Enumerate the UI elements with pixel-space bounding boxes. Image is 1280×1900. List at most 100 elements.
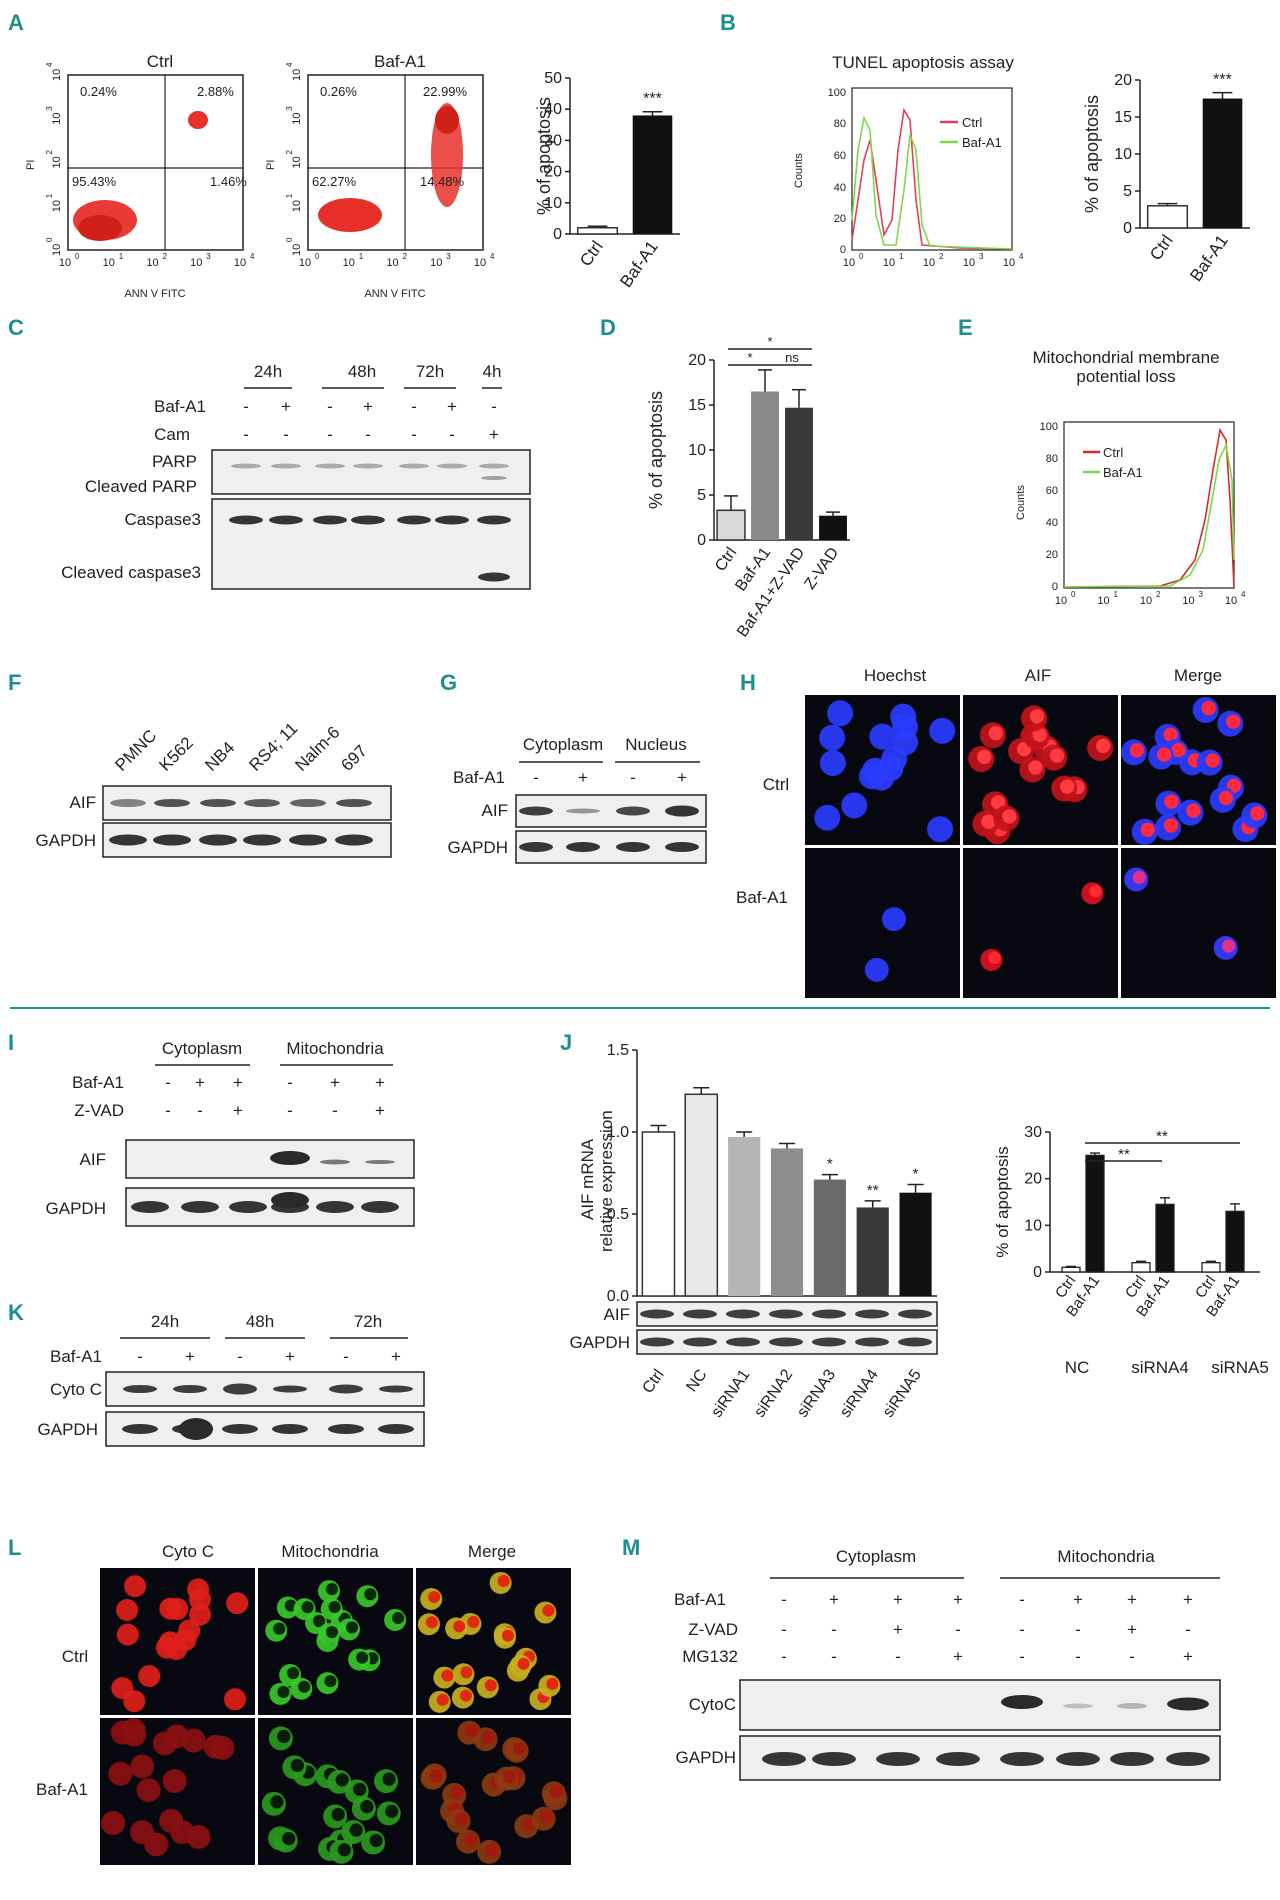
band: [353, 463, 383, 469]
flow-plot-ctrl: Ctrl 0.24% 2.88% 95.43% 1.46% ANN V FITC…: [25, 52, 247, 300]
band: [437, 463, 467, 469]
time-label: 72h: [354, 1312, 382, 1331]
band: [769, 1309, 803, 1319]
band: [231, 463, 261, 469]
bands: [109, 799, 373, 846]
quadrant-ll: 62.27%: [312, 174, 357, 189]
band: [222, 1424, 258, 1434]
sign: +: [677, 768, 687, 787]
band: [328, 1424, 364, 1434]
group-label: siRNA5: [1211, 1358, 1269, 1377]
flow-log-ticks: 1001001011011021021031031041041001001011…: [45, 62, 495, 269]
band: [153, 834, 191, 846]
x-log-exp: 2: [1156, 590, 1161, 599]
band: [1000, 1752, 1044, 1766]
hist-ylabel: Counts: [793, 153, 805, 188]
image-tiles: [100, 1568, 571, 1865]
cell: [101, 1811, 126, 1836]
row-label-mg132: MG132: [682, 1647, 738, 1666]
time-label: 24h: [151, 1312, 179, 1331]
y-log-tick: 10: [291, 69, 303, 81]
bar: [641, 1131, 676, 1297]
band: [173, 1385, 207, 1393]
x-log-tick: 10: [386, 257, 398, 269]
ytick: 100: [828, 87, 846, 99]
y-log-exp: 4: [285, 62, 294, 67]
sign-grid: - + - + - + - - - - - - - +: [243, 397, 499, 444]
sign: -: [895, 1647, 901, 1666]
x-log-tick: 10: [843, 257, 855, 269]
cell-core: [502, 1770, 517, 1784]
hist-line-ctrl: [1063, 427, 1235, 588]
cell-core: [429, 1769, 443, 1783]
sign: +: [1183, 1590, 1193, 1609]
blot-label: PARP: [152, 452, 197, 471]
ytick: 60: [1046, 485, 1058, 497]
blot-label: AIF: [70, 793, 96, 812]
sign: -: [781, 1590, 787, 1609]
flow-ylabel: PI: [265, 160, 277, 170]
bar: [785, 407, 813, 540]
cell: [152, 1731, 177, 1756]
blot-g: Cytoplasm Nucleus Baf-A1 - + - + AIF GAPDH: [448, 735, 707, 864]
band: [378, 1424, 414, 1434]
blot-label: GAPDH: [448, 838, 508, 857]
band: [109, 834, 147, 846]
blot-m: Cytoplasm Mitochondria Baf-A1 Z-VAD MG13…: [674, 1547, 1221, 1781]
cell-population: [318, 198, 382, 232]
x-log-exp: 0: [315, 252, 320, 261]
y-axis-label: % of apoptosis: [993, 1146, 1012, 1258]
bar: [1202, 98, 1243, 228]
j-extras: AIF mRNA relative expression AIF GAPDH N…: [570, 1110, 1269, 1377]
band: [566, 842, 600, 852]
row-label-bafa1: Baf-A1: [453, 768, 505, 787]
sign: -: [332, 1101, 338, 1120]
category-label: Z-VAD: [802, 545, 843, 593]
y-tick-label: 20: [1024, 1171, 1042, 1188]
cell-core: [988, 726, 1003, 741]
flow-title: Ctrl: [147, 52, 173, 71]
cell-core: [1060, 779, 1075, 794]
cell-core: [450, 1786, 464, 1800]
sign: +: [1127, 1590, 1137, 1609]
y-log-exp: 0: [285, 237, 294, 242]
cell-core: [325, 1583, 339, 1596]
cell-core: [337, 1843, 352, 1857]
cell-core: [546, 1677, 559, 1690]
bands: [640, 1309, 932, 1347]
y-tick-label: 0: [1033, 1264, 1042, 1281]
hist-ylabel: Counts: [1015, 485, 1027, 520]
band: [1166, 1752, 1210, 1766]
y-tick-label: 20: [1114, 72, 1132, 89]
cell: [144, 1832, 169, 1857]
cell-line-label: NB4: [201, 738, 238, 775]
cell-core: [441, 1669, 454, 1682]
sign: +: [953, 1590, 963, 1609]
cell-line-label: K562: [155, 733, 197, 775]
band: [640, 1309, 674, 1319]
hist-frame: [851, 87, 1013, 251]
x-log-exp: 1: [899, 252, 904, 261]
col-label: Cyto C: [162, 1542, 214, 1561]
band: [477, 515, 511, 525]
sign: -: [1019, 1647, 1025, 1666]
band: [478, 572, 510, 582]
band: [1167, 1697, 1209, 1711]
cell: [189, 1588, 212, 1611]
x-log-exp: 4: [1019, 252, 1024, 261]
blot-caspase3: [211, 498, 531, 590]
band: [665, 842, 699, 852]
sign: -: [327, 397, 333, 416]
panel-label-a: A: [8, 10, 24, 35]
cell: [819, 724, 846, 751]
x-log-exp: 1: [119, 252, 124, 261]
chart-b-apoptosis: 0 5 10 15 20 % of apoptosis Ctrl Baf-A1 ***: [1082, 72, 1250, 285]
sign: -: [283, 425, 289, 444]
bar: [1155, 1203, 1175, 1273]
band: [855, 1309, 889, 1319]
quadrant-ul: 0.24%: [80, 84, 117, 99]
y-tick-label: 10: [1024, 1217, 1042, 1234]
y-tick-label: 10: [688, 442, 706, 459]
x-log-tick: 10: [1225, 595, 1237, 607]
microscopy-l: Cyto C Mitochondria Merge Ctrl Baf-A1: [36, 1542, 571, 1865]
